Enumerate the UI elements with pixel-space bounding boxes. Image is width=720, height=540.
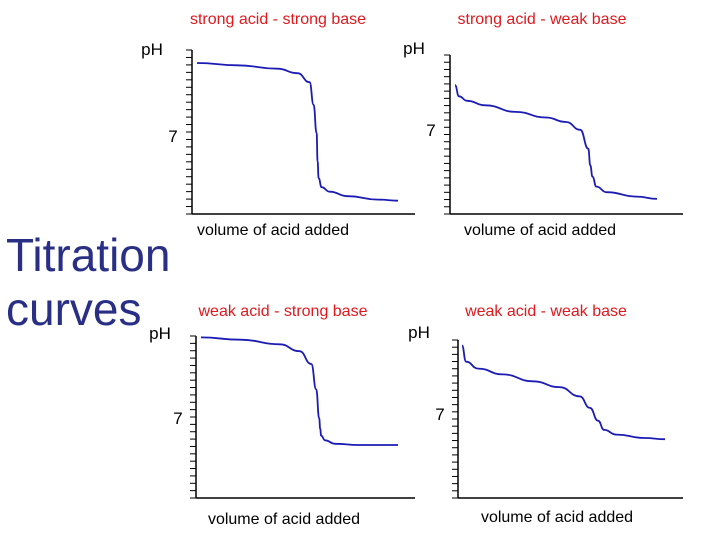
chart-4: weak acid - weak base pH volume of acid ad… <box>408 303 683 526</box>
titration-curve <box>454 84 658 200</box>
x-axis-label: volume of acid added <box>464 222 616 239</box>
chart-title: strong acid - weak base <box>458 11 627 28</box>
chart-title: weak acid - weak base <box>464 303 627 320</box>
x-axis-label: volume of acid added <box>197 222 349 239</box>
y-tick-label: 7 <box>426 121 435 140</box>
chart-title: weak acid - strong base <box>198 303 368 320</box>
titration-curve <box>461 344 666 441</box>
y-tick-label: 7 <box>168 127 177 146</box>
chart-3: weak acid - strong base pH volume of acid … <box>149 303 415 528</box>
chart-1: strong acid - strong base pH volume of aci… <box>141 11 415 239</box>
x-axis-label: volume of acid added <box>481 509 633 526</box>
y-tick-label: 7 <box>435 405 444 424</box>
y-tick-label: 7 <box>173 409 182 428</box>
y-axis-label: pH <box>149 324 171 343</box>
slide-title-line-2: curves <box>6 283 142 335</box>
chart-title: strong acid - strong base <box>190 11 366 28</box>
titration-curve <box>200 336 398 446</box>
slide-title-line-1: Titration <box>6 229 171 281</box>
titration-curve <box>196 62 399 202</box>
slide-title: Titration curves <box>6 228 181 336</box>
y-axis-label: pH <box>408 323 430 342</box>
chart-2: strong acid - weak base pH volume of acid … <box>403 11 683 239</box>
x-axis-label: volume of acid added <box>208 511 360 528</box>
y-axis-label: pH <box>141 40 163 59</box>
y-axis-label: pH <box>403 39 425 58</box>
